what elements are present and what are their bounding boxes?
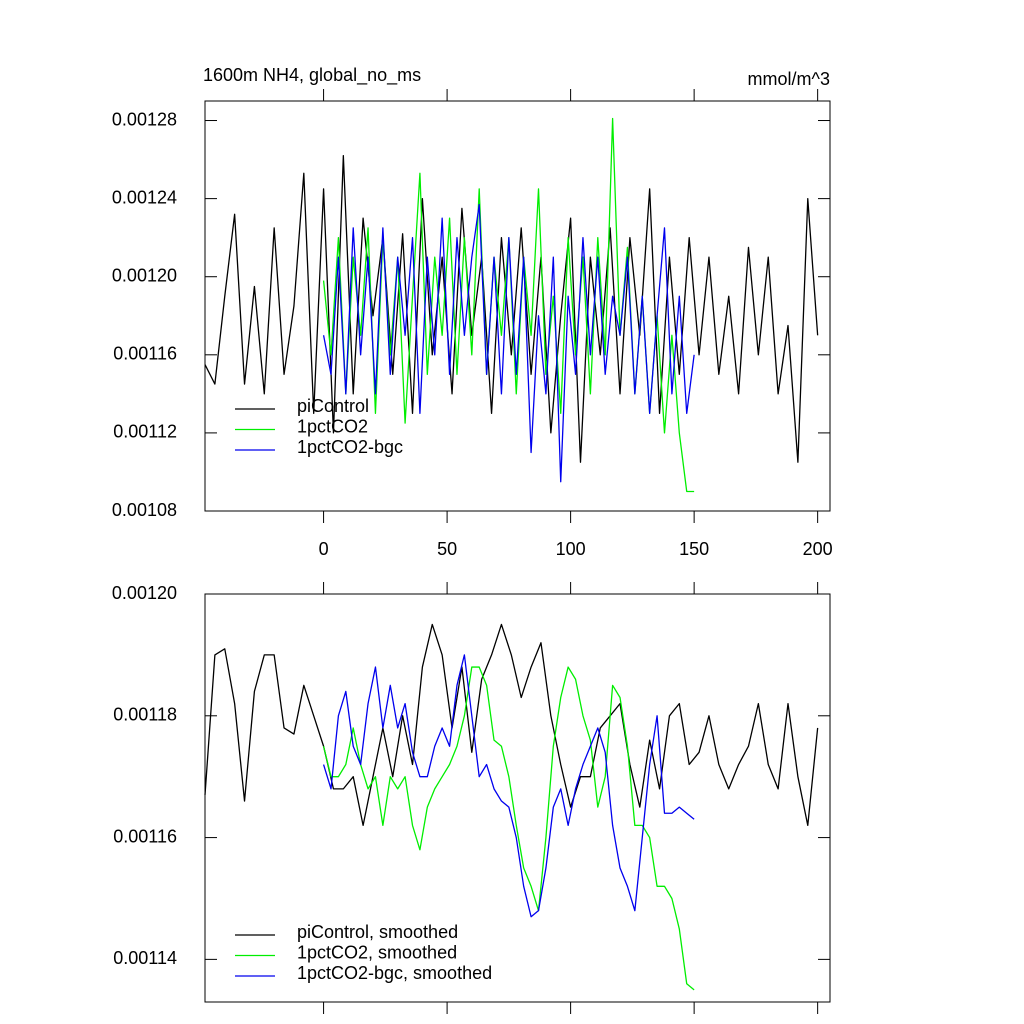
x-tick-label: 50 — [437, 539, 457, 559]
legend-label: piControl, smoothed — [297, 922, 458, 942]
plot-frame — [204, 593, 831, 1003]
chart-title: 1600m NH4, global_no_ms — [203, 65, 421, 86]
y-tick-label: 0.00116 — [113, 344, 177, 364]
y-tick-label: 0.00112 — [113, 422, 177, 442]
y-tick-label: 0.00118 — [113, 705, 177, 725]
series-line — [322, 666, 695, 991]
y-tick-label: 0.00114 — [113, 948, 177, 968]
series-line — [204, 623, 819, 827]
y-tick-label: 0.00116 — [113, 826, 177, 846]
x-tick-label: 0 — [319, 539, 329, 559]
legend-label: 1pctCO2-bgc — [297, 437, 403, 457]
legend-label: 1pctCO2, smoothed — [297, 942, 457, 962]
y-tick-label: 0.00108 — [112, 500, 177, 520]
y-tick-label: 0.00124 — [112, 187, 177, 207]
y-tick-label: 0.00120 — [112, 265, 177, 285]
y-tick-label: 0.00120 — [112, 583, 177, 603]
plot-frame — [204, 100, 831, 512]
series-line — [322, 654, 695, 918]
units-label: mmol/m^3 — [748, 69, 830, 89]
x-tick-label: 150 — [679, 539, 709, 559]
series-line — [204, 155, 819, 463]
y-tick-label: 0.00128 — [112, 109, 177, 129]
x-tick-label: 200 — [803, 539, 833, 559]
x-tick-label: 100 — [556, 539, 586, 559]
legend-label: 1pctCO2-bgc, smoothed — [297, 963, 492, 983]
legend-label: piControl — [297, 396, 369, 416]
legend-label: 1pctCO2 — [297, 416, 368, 436]
series-line — [322, 203, 695, 483]
